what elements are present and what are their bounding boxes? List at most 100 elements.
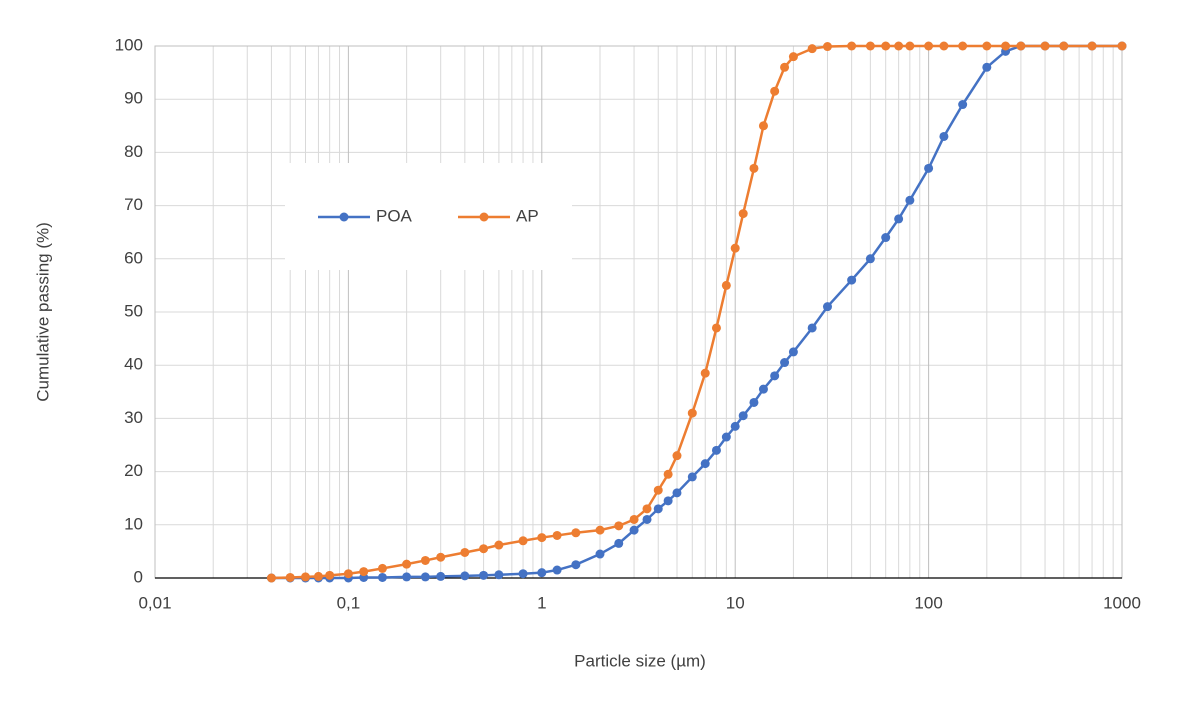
y-tick-label: 60 <box>124 248 143 267</box>
data-point <box>865 41 875 51</box>
data-point <box>687 472 697 482</box>
data-point <box>881 41 891 51</box>
data-point <box>460 547 470 557</box>
data-point <box>807 323 817 333</box>
data-point <box>982 41 992 51</box>
y-tick-label: 80 <box>124 142 143 161</box>
data-point <box>325 570 335 580</box>
data-point <box>788 347 798 357</box>
x-tick-label: 1 <box>537 593 546 612</box>
data-point <box>958 100 968 110</box>
y-tick-label: 100 <box>115 35 143 54</box>
data-point <box>436 552 446 562</box>
legend-label: POA <box>376 206 413 225</box>
data-point <box>285 572 295 582</box>
data-point <box>738 209 748 219</box>
y-tick-label: 50 <box>124 301 143 320</box>
x-tick-label: 10 <box>726 593 745 612</box>
data-point <box>924 41 934 51</box>
data-point <box>894 214 904 224</box>
data-point <box>629 525 639 535</box>
data-point <box>494 540 504 550</box>
y-axis-label: Cumulative passing (%) <box>33 222 52 402</box>
legend-marker <box>339 212 349 222</box>
data-point <box>721 280 731 290</box>
data-point <box>758 384 768 394</box>
data-point <box>436 571 446 581</box>
data-point <box>700 459 710 469</box>
data-point <box>905 195 915 205</box>
data-point <box>1087 41 1097 51</box>
data-point <box>653 485 663 495</box>
data-point <box>738 411 748 421</box>
data-point <box>758 121 768 131</box>
y-tick-label: 0 <box>134 567 143 586</box>
data-point <box>749 397 759 407</box>
data-point <box>642 514 652 524</box>
data-point <box>402 559 412 569</box>
data-point <box>982 62 992 72</box>
data-point <box>1117 41 1127 51</box>
data-point <box>420 572 430 582</box>
data-point <box>865 254 875 264</box>
data-point <box>881 233 891 243</box>
data-point <box>552 565 562 575</box>
x-tick-label: 100 <box>914 593 942 612</box>
data-point <box>1059 41 1069 51</box>
data-point <box>730 421 740 431</box>
data-point <box>537 533 547 543</box>
data-point <box>494 570 504 580</box>
y-tick-label: 70 <box>124 195 143 214</box>
data-point <box>847 275 857 285</box>
data-point <box>1016 41 1026 51</box>
data-point <box>614 538 624 548</box>
data-point <box>614 521 624 531</box>
data-point <box>939 131 949 141</box>
data-point <box>343 569 353 579</box>
data-point <box>894 41 904 51</box>
data-point <box>711 323 721 333</box>
data-point <box>571 528 581 538</box>
data-point <box>749 163 759 173</box>
data-point <box>629 514 639 524</box>
data-point <box>1040 41 1050 51</box>
data-point <box>420 555 430 565</box>
data-point <box>518 536 528 546</box>
y-tick-label: 10 <box>124 514 143 533</box>
data-point <box>847 41 857 51</box>
data-point <box>822 302 832 312</box>
data-point <box>958 41 968 51</box>
data-point <box>672 488 682 498</box>
data-point <box>653 504 663 514</box>
data-point <box>672 451 682 461</box>
data-point <box>770 86 780 96</box>
data-point <box>595 525 605 535</box>
data-point <box>300 572 310 582</box>
data-point <box>552 530 562 540</box>
data-point <box>1001 41 1011 51</box>
x-axis-label: Particle size (µm) <box>574 651 706 670</box>
legend-label: AP <box>516 206 539 225</box>
data-point <box>788 52 798 62</box>
data-point <box>537 568 547 578</box>
data-point <box>770 371 780 381</box>
y-tick-label: 20 <box>124 461 143 480</box>
data-point <box>402 572 412 582</box>
data-point <box>518 569 528 579</box>
y-tick-label: 40 <box>124 355 143 374</box>
x-tick-label: 1000 <box>1103 593 1141 612</box>
y-tick-label: 30 <box>124 408 143 427</box>
data-point <box>700 368 710 378</box>
data-point <box>642 504 652 514</box>
data-point <box>663 496 673 506</box>
data-point <box>571 560 581 570</box>
data-point <box>807 44 817 54</box>
data-point <box>687 408 697 418</box>
data-point <box>711 445 721 455</box>
data-point <box>780 62 790 72</box>
data-point <box>905 41 915 51</box>
data-point <box>377 563 387 573</box>
data-point <box>721 432 731 442</box>
data-point <box>359 567 369 577</box>
